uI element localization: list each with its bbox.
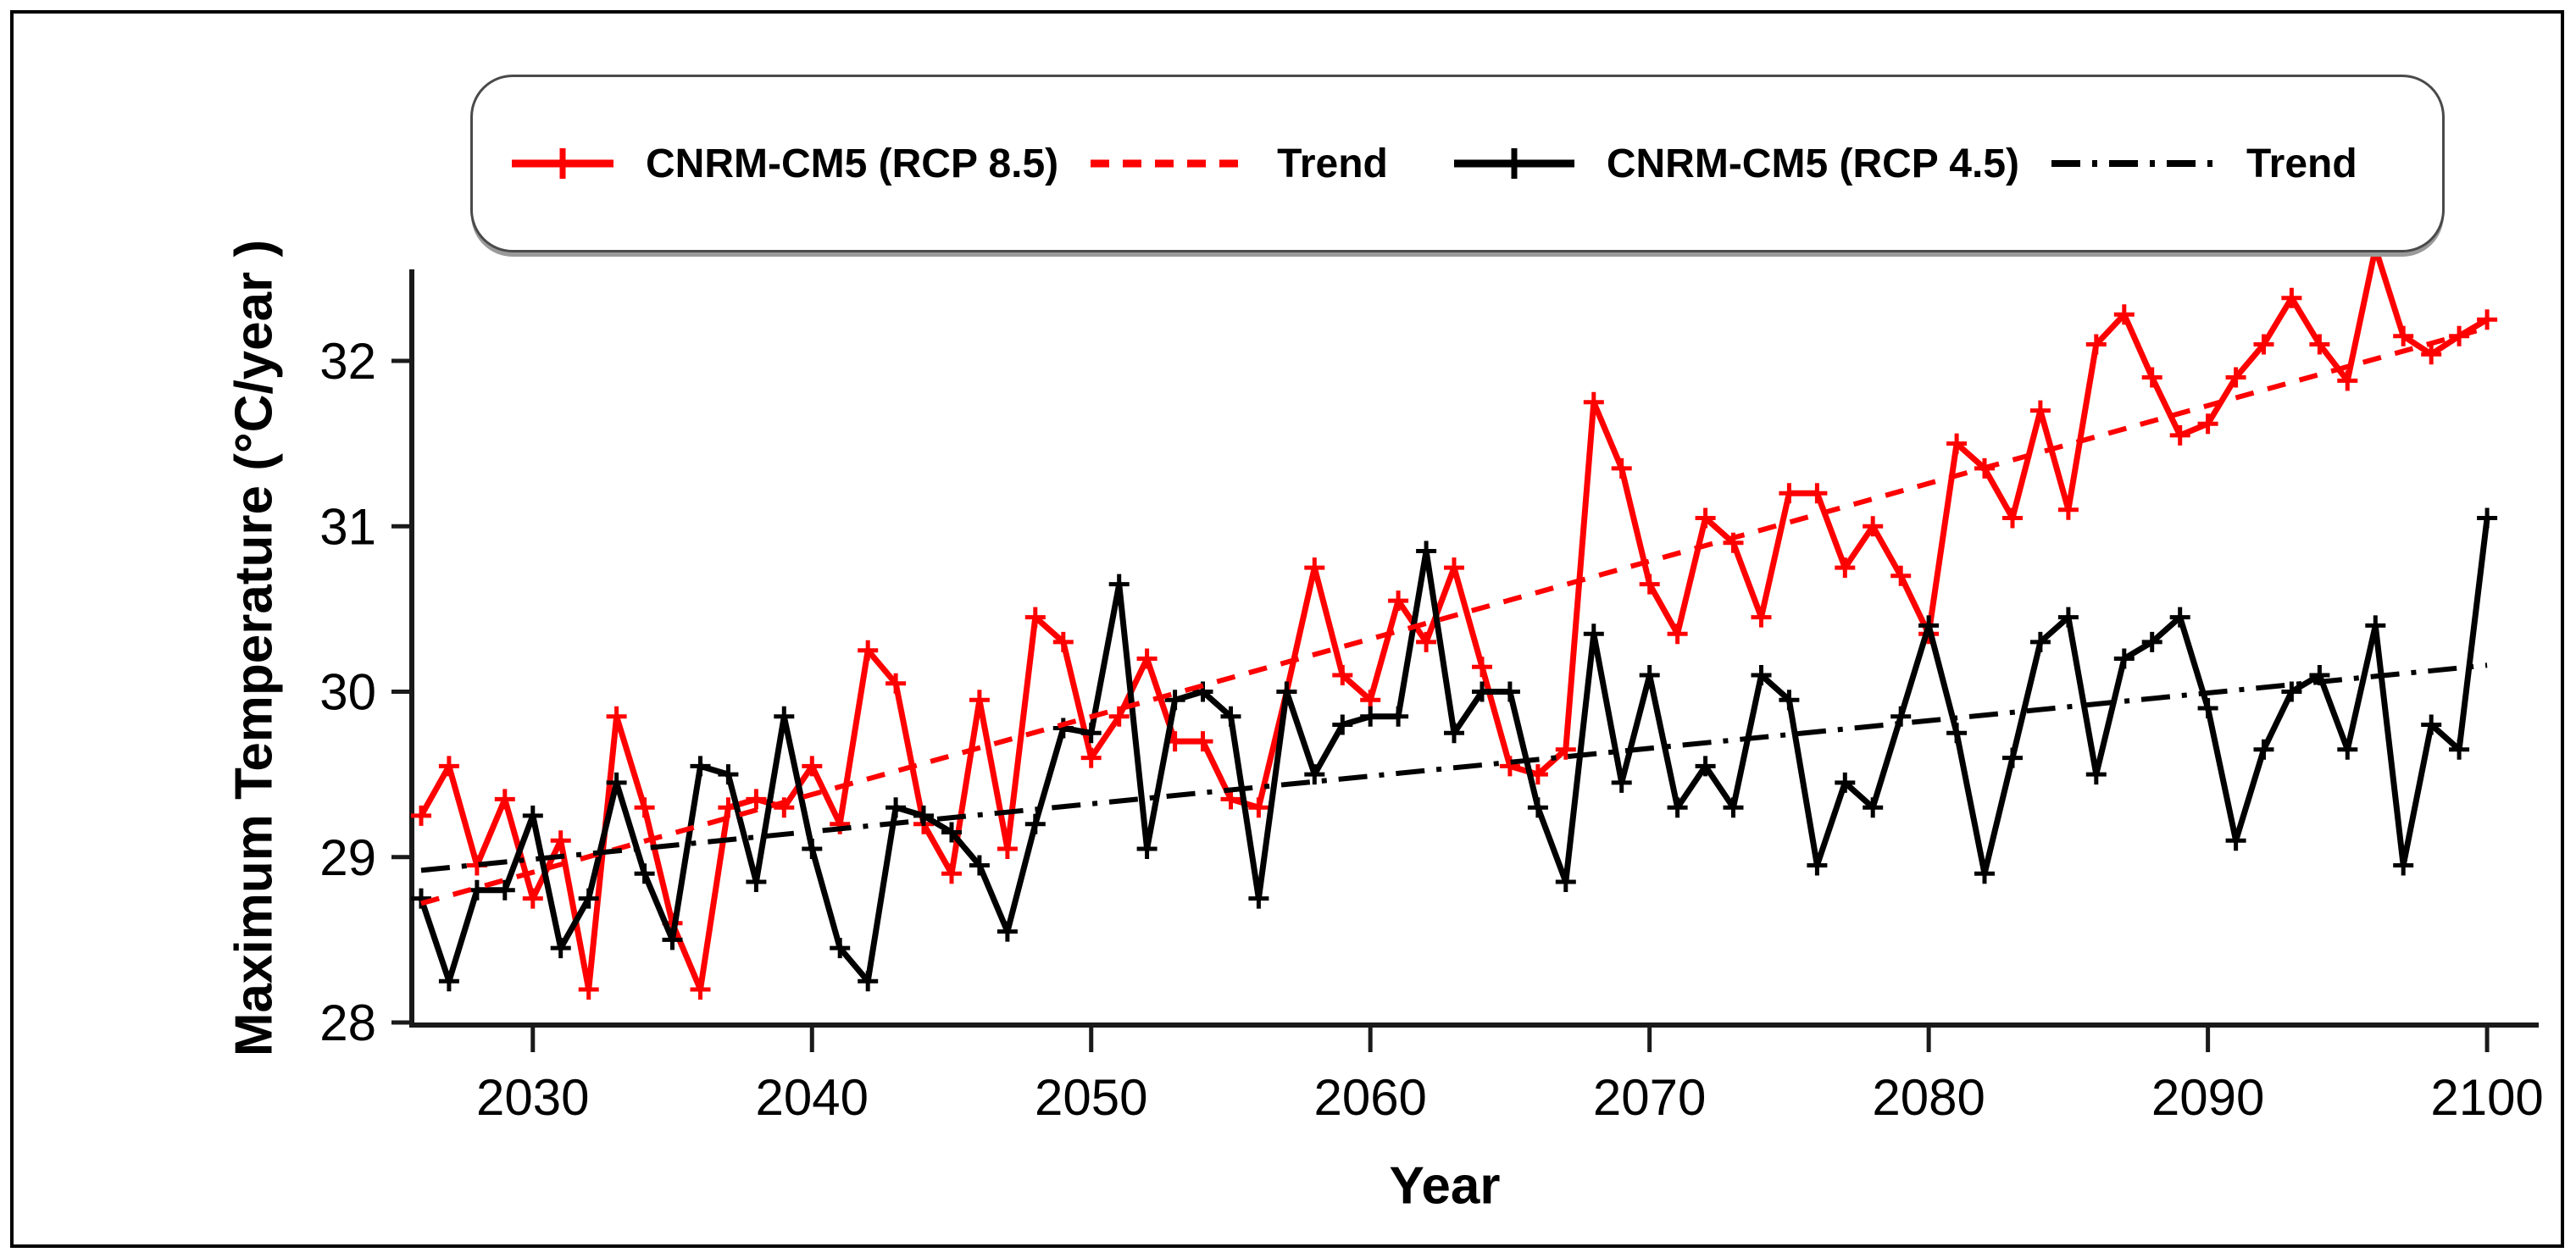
trend-rcp45: [420, 662, 2488, 873]
y-tick-label: 29: [319, 829, 376, 886]
legend-sample-trend-black: [2051, 160, 2214, 167]
x-tick-label: 2080: [1872, 1069, 1985, 1126]
legend-item-rcp45: CNRM-CM5 (RCP 4.5): [1606, 141, 2019, 186]
y-tick-label: 28: [319, 995, 376, 1051]
x-tick-label: 2030: [476, 1069, 589, 1126]
series-rcp45: [411, 507, 2498, 992]
legend-sample-rcp85-line: [512, 148, 613, 179]
legend-sample-trend-red: [1091, 159, 1246, 168]
y-tick-label: 30: [319, 664, 376, 721]
legend-item-trend-red: Trend: [1277, 141, 1388, 186]
x-tick-label: 2070: [1593, 1069, 1706, 1126]
x-axis-title: Year: [1389, 1156, 1501, 1216]
data-point-markers: [411, 238, 2498, 1000]
x-tick-label: 2040: [756, 1069, 869, 1126]
x-tick-label: 2050: [1035, 1069, 1147, 1126]
y-tick-label: 32: [319, 333, 376, 390]
y-axis-title: Maximum Temperature (°C/year ): [225, 239, 284, 1057]
x-tick-label: 2090: [2151, 1069, 2264, 1126]
legend: CNRM-CM5 (RCP 8.5) Trend CNRM-CM5 (RCP 4…: [470, 75, 2445, 252]
legend-item-rcp85: CNRM-CM5 (RCP 8.5): [646, 141, 1059, 186]
trend-rcp85: [420, 325, 2488, 906]
x-ticks: 2030 2040 2050 2060 2070 2080 2090 2100: [476, 1025, 2544, 1126]
series-line: [418, 515, 2490, 984]
y-tick-label: 31: [319, 498, 376, 555]
x-tick-label: 2100: [2430, 1069, 2543, 1126]
legend-sample-rcp45-line: [1453, 148, 1574, 179]
series-rcp85: [411, 238, 2498, 1000]
legend-item-trend-black: Trend: [2246, 141, 2357, 186]
y-ticks: 28 29 30 31 32: [319, 333, 412, 1051]
trend-line: [420, 325, 2488, 906]
data-point-markers: [411, 507, 2498, 992]
trend-line: [420, 662, 2488, 873]
x-tick-label: 2060: [1313, 1069, 1426, 1126]
